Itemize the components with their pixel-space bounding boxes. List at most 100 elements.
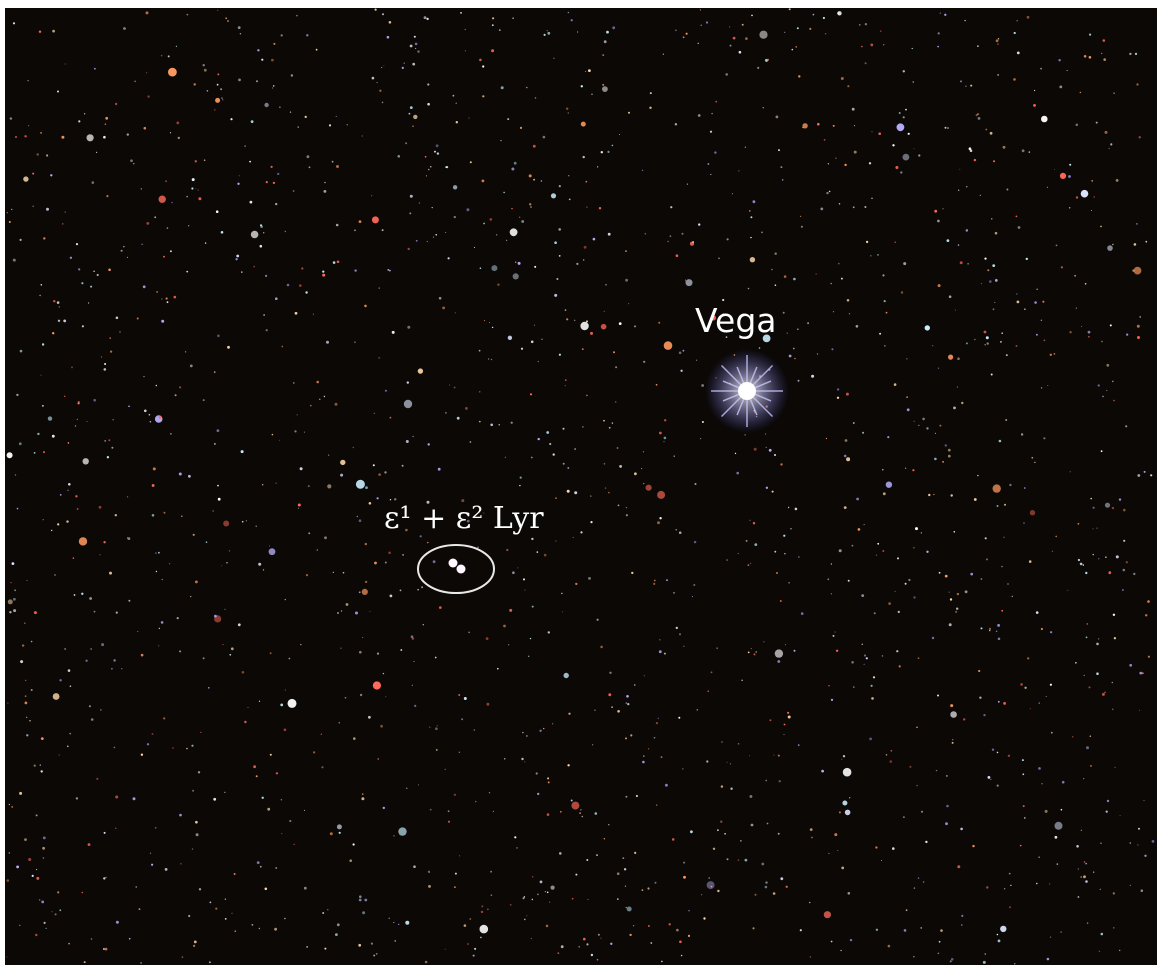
star: [15, 136, 17, 138]
star: [87, 134, 94, 141]
star: [155, 552, 156, 553]
star: [327, 909, 328, 910]
star: [961, 915, 963, 917]
star: [335, 933, 338, 936]
star: [480, 267, 482, 269]
star: [1061, 266, 1063, 268]
star: [657, 491, 665, 499]
star: [150, 853, 151, 854]
star: [162, 579, 163, 580]
star: [265, 275, 267, 277]
star: [238, 623, 241, 626]
star: [749, 210, 751, 212]
star: [999, 440, 1002, 443]
star: [260, 245, 263, 248]
star: [887, 436, 889, 438]
star: [986, 336, 989, 339]
star: [1113, 93, 1114, 94]
star: [882, 469, 884, 471]
star: [48, 416, 52, 420]
star: [892, 144, 894, 146]
star: [1003, 702, 1006, 705]
star: [843, 755, 845, 757]
star: [692, 596, 693, 597]
star: [499, 29, 501, 31]
star: [767, 59, 769, 61]
star: [672, 838, 675, 841]
star: [949, 592, 950, 593]
star: [524, 590, 525, 591]
star: [221, 231, 224, 234]
star: [176, 122, 179, 125]
star: [966, 342, 968, 344]
star: [383, 65, 384, 66]
star: [24, 135, 26, 137]
star: [1054, 353, 1056, 355]
star: [353, 737, 356, 740]
star: [300, 644, 301, 645]
star: [797, 27, 799, 29]
star: [193, 534, 195, 536]
star: [360, 694, 362, 696]
star: [595, 812, 598, 815]
star: [384, 471, 386, 473]
star: [198, 190, 199, 191]
star: [841, 77, 844, 80]
star: [156, 385, 158, 387]
star: [873, 676, 875, 678]
star: [1135, 53, 1137, 55]
star: [592, 744, 593, 745]
star: [945, 127, 947, 129]
star: [526, 915, 527, 916]
star: [178, 137, 180, 139]
star: [1093, 528, 1094, 529]
star: [92, 181, 95, 184]
star: [1055, 822, 1063, 830]
star: [841, 950, 842, 951]
star: [491, 359, 492, 360]
star: [769, 449, 772, 452]
star: [740, 840, 741, 841]
star: [906, 358, 907, 359]
star: [238, 26, 241, 29]
star: [1006, 354, 1008, 356]
star: [1047, 958, 1050, 961]
star: [104, 368, 107, 371]
star: [581, 122, 586, 127]
star: [586, 206, 588, 208]
star: [679, 531, 682, 534]
star: [700, 9, 701, 10]
star: [903, 262, 906, 265]
star: [161, 320, 164, 323]
star: [464, 697, 467, 700]
star: [76, 243, 78, 245]
star: [116, 317, 119, 320]
star: [833, 635, 835, 637]
star: [371, 195, 372, 196]
star: [900, 171, 902, 173]
star: [1112, 507, 1114, 509]
star: [1012, 596, 1013, 597]
star: [316, 381, 319, 384]
star: [1119, 950, 1120, 951]
star: [771, 269, 773, 271]
star: [324, 182, 325, 183]
star: [179, 473, 182, 476]
star: [127, 537, 128, 538]
star: [139, 908, 141, 910]
star: [439, 297, 442, 300]
star: [499, 424, 500, 425]
star: [116, 921, 119, 924]
star: [378, 357, 379, 358]
star: [196, 833, 199, 836]
star: [1103, 58, 1106, 61]
star: [204, 69, 207, 72]
star: [461, 718, 463, 720]
star: [797, 328, 799, 330]
star: [826, 438, 827, 439]
star: [933, 494, 934, 495]
star: [865, 23, 867, 25]
star: [466, 208, 469, 211]
star: [1004, 888, 1005, 889]
star: [7, 452, 13, 458]
